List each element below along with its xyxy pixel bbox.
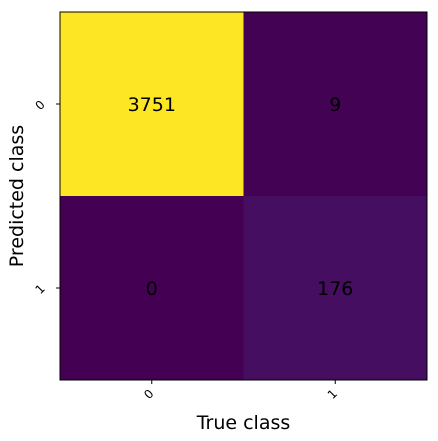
heatmap-cell-r1-c1 (243, 196, 428, 381)
x-tick-label-0: 0 (141, 387, 156, 402)
y-axis-label: Predicted class (6, 125, 28, 267)
y-tick-label-0: 0 (33, 98, 48, 113)
x-axis-label: True class (196, 412, 291, 434)
heatmap-cell-r1-c0 (60, 196, 244, 381)
heatmap-cell-r0-c1 (243, 12, 428, 197)
heatmap-cell-r0-c0 (60, 12, 244, 197)
cell-value-labels: 3751 9 0 176 (128, 94, 354, 300)
cell-value-r0-c0: 3751 (128, 94, 176, 116)
x-tick-label-1: 1 (325, 387, 340, 402)
cell-value-r1-c1: 176 (317, 278, 353, 300)
cell-value-r1-c0: 0 (146, 278, 158, 300)
plot-frame (59, 11, 428, 381)
cell-value-r0-c1: 9 (329, 94, 341, 116)
y-tick-label-1: 1 (33, 282, 48, 297)
heatmap-cells (60, 12, 428, 381)
y-axis-ticks: 01 (33, 98, 60, 297)
